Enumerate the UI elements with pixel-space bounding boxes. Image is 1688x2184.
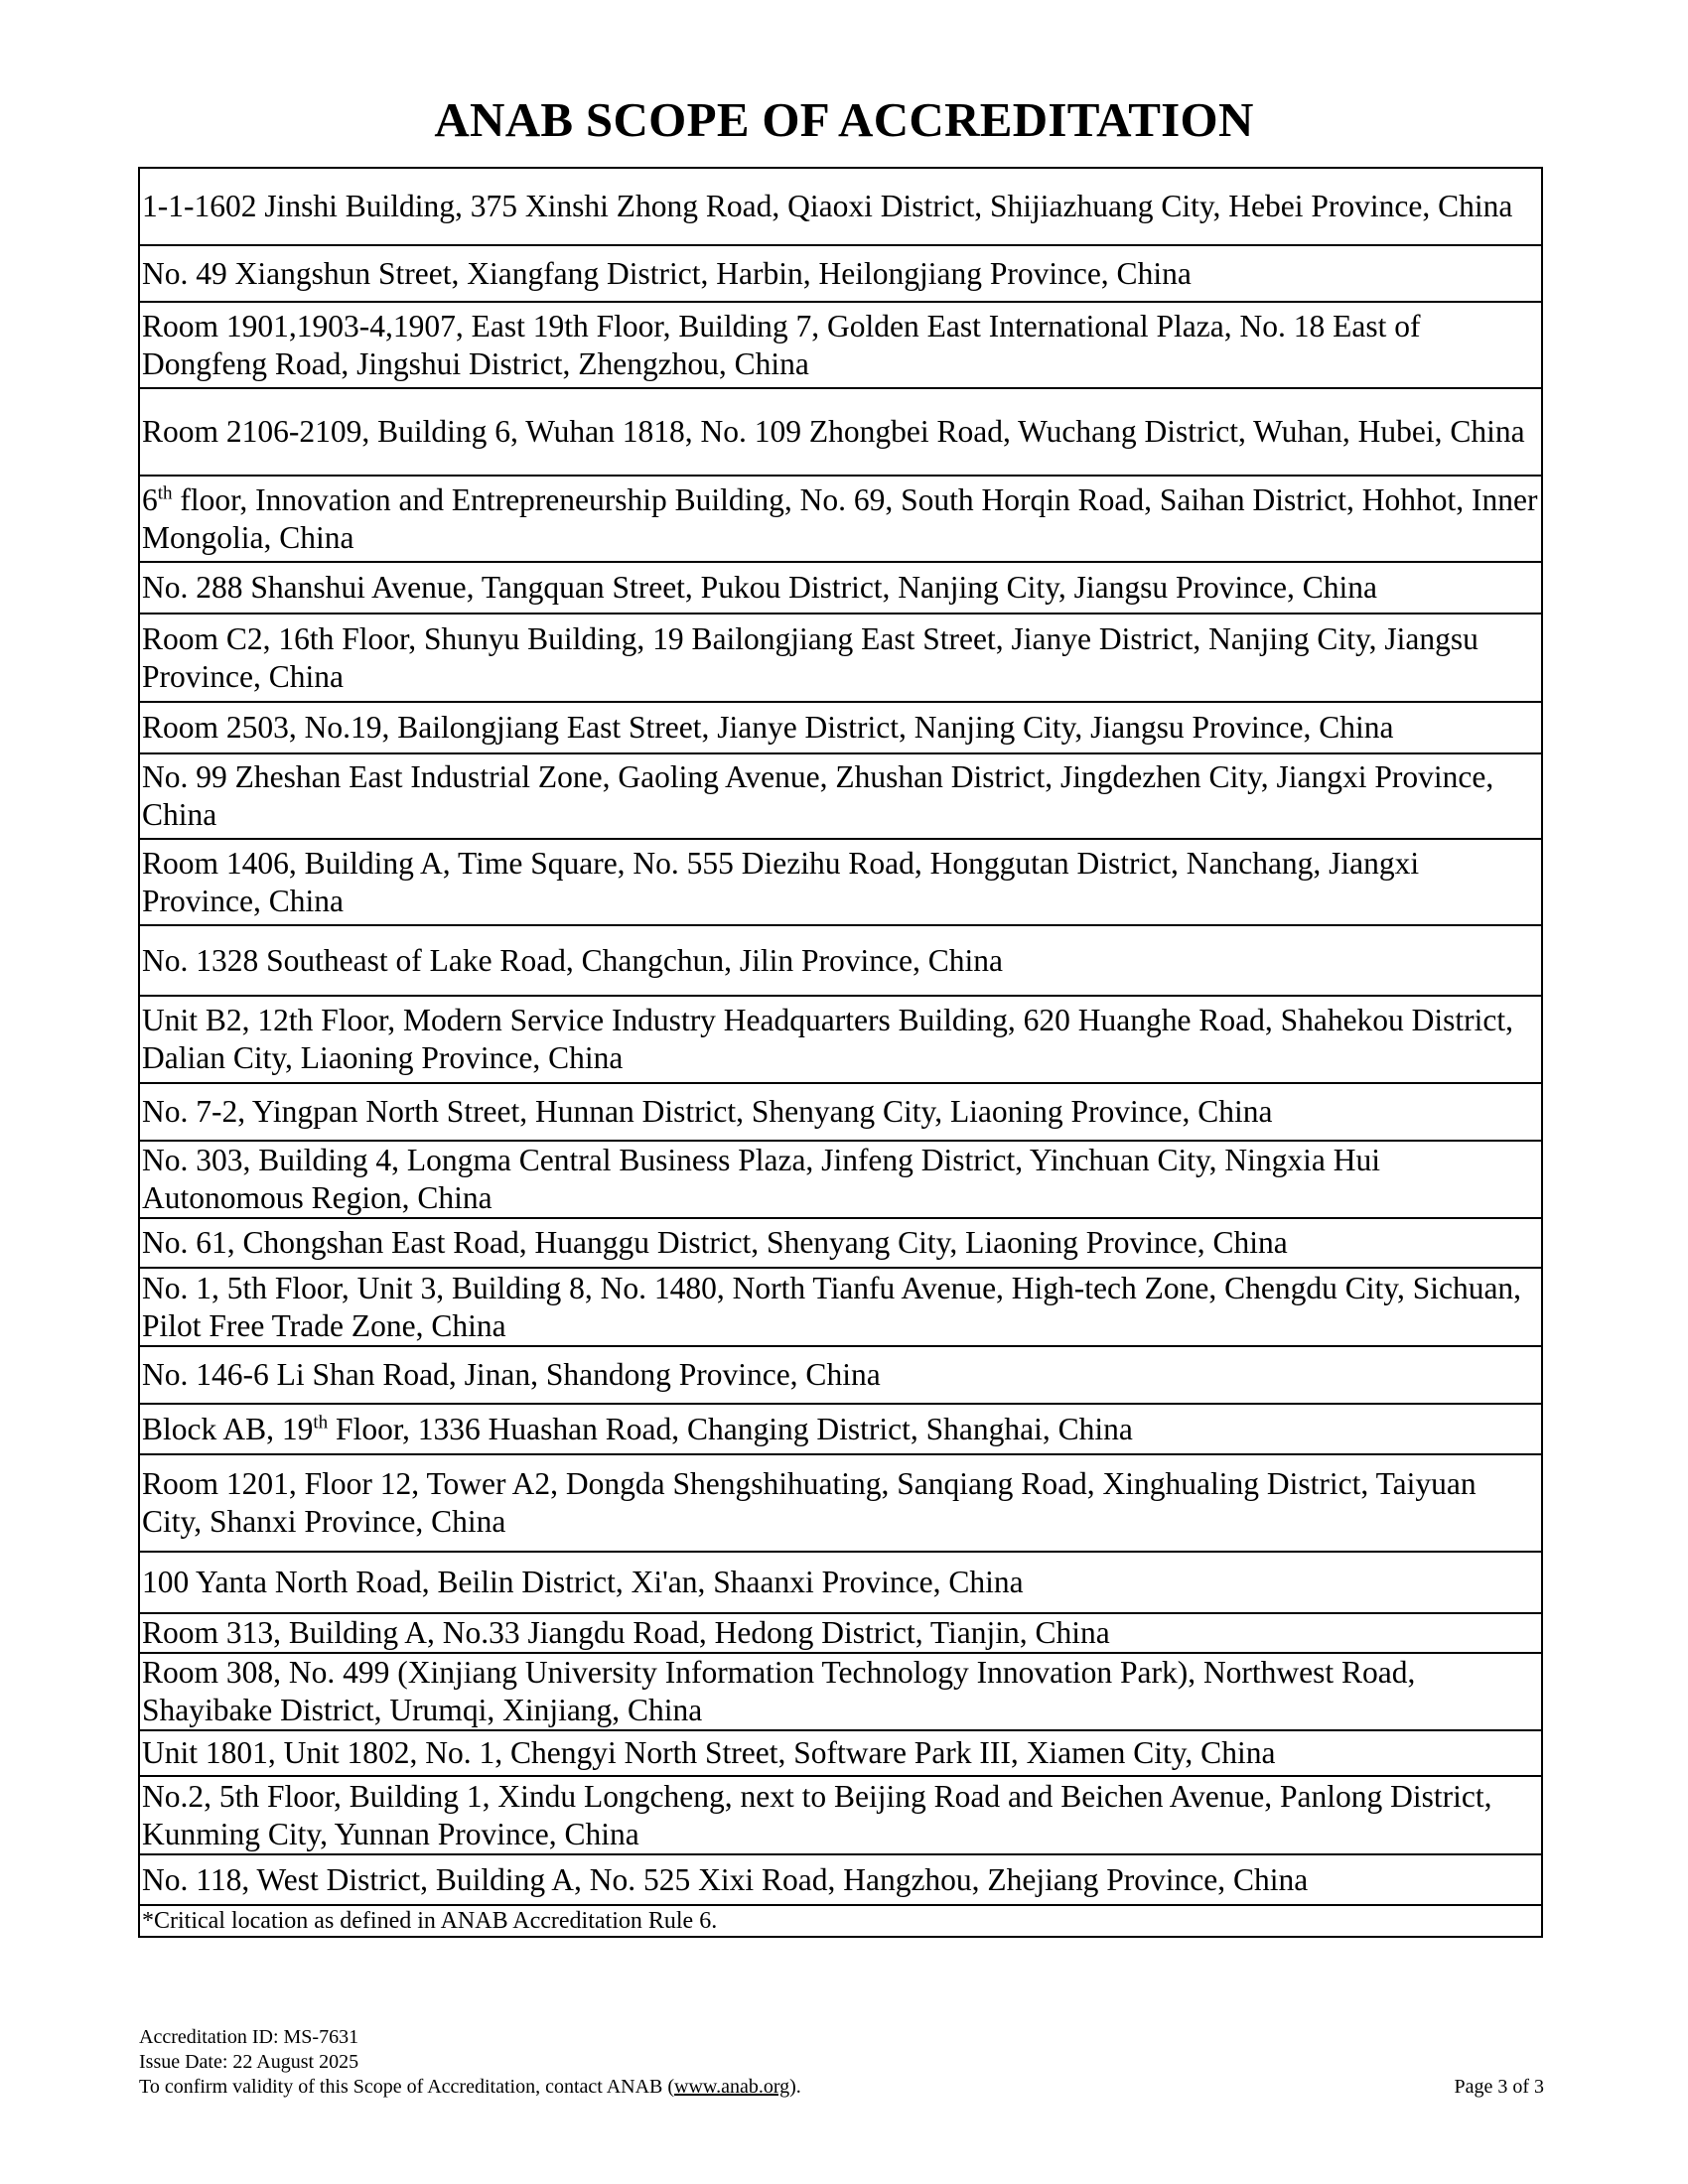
address-text: 6th floor, Innovation and Entrepreneursh…: [142, 481, 1539, 557]
address-text-part: Floor, 1336 Huashan Road, Changing Distr…: [328, 1411, 1133, 1446]
address-text-part: Unit 1801, Unit 1802, No. 1, Chengyi Nor…: [142, 1735, 1276, 1770]
address-row: Room 1201, Floor 12, Tower A2, Dongda Sh…: [140, 1455, 1541, 1553]
address-text: 1-1-1602 Jinshi Building, 375 Xinshi Zho…: [142, 188, 1512, 225]
address-text: Room 308, No. 499 (Xinjiang University I…: [142, 1654, 1539, 1729]
address-text-part: Unit B2, 12th Floor, Modern Service Indu…: [142, 1003, 1514, 1075]
address-text: No. 1328 Southeast of Lake Road, Changch…: [142, 942, 1003, 980]
address-text: No. 303, Building 4, Longma Central Busi…: [142, 1142, 1539, 1217]
address-text: Block AB, 19th Floor, 1336 Huashan Road,…: [142, 1411, 1133, 1448]
address-text-part: No. 49 Xiangshun Street, Xiangfang Distr…: [142, 255, 1192, 291]
address-text-part: Room C2, 16th Floor, Shunyu Building, 19…: [142, 620, 1478, 694]
address-text-part: No. 118, West District, Building A, No. …: [142, 1861, 1309, 1897]
page-title: ANAB SCOPE OF ACCREDITATION: [434, 92, 1254, 147]
address-text: Room 2106-2109, Building 6, Wuhan 1818, …: [142, 413, 1525, 451]
address-row: No. 146-6 Li Shan Road, Jinan, Shandong …: [140, 1347, 1541, 1405]
anab-link[interactable]: www.anab.org: [674, 2076, 790, 2098]
address-text: No.2, 5th Floor, Building 1, Xindu Longc…: [142, 1778, 1539, 1853]
address-text-part: 1-1-1602 Jinshi Building, 375 Xinshi Zho…: [142, 189, 1513, 223]
address-text: Room 1406, Building A, Time Square, No. …: [142, 845, 1539, 920]
address-text-part: No.2, 5th Floor, Building 1, Xindu Longc…: [142, 1778, 1492, 1851]
address-row: Room 2503, No.19, Bailongjiang East Stre…: [140, 703, 1541, 754]
address-row: 100 Yanta North Road, Beilin District, X…: [140, 1553, 1541, 1614]
address-text-part: floor, Innovation and Entrepreneurship B…: [142, 481, 1538, 555]
accreditation-id: Accreditation ID: MS-7631: [139, 2026, 359, 2048]
address-row: 1-1-1602 Jinshi Building, 375 Xinshi Zho…: [140, 169, 1541, 246]
address-text-part: 6: [142, 481, 158, 517]
address-text-part: No. 1, 5th Floor, Unit 3, Building 8, No…: [142, 1270, 1522, 1343]
critical-location-note: *Critical location as defined in ANAB Ac…: [142, 1908, 718, 1934]
address-text-part: Room 1406, Building A, Time Square, No. …: [142, 845, 1420, 918]
issue-date: Issue Date: 22 August 2025: [139, 2051, 359, 2073]
address-text-part: Room 308, No. 499 (Xinjiang University I…: [142, 1655, 1416, 1727]
ordinal-superscript: th: [313, 1412, 329, 1433]
address-text-part: Room 2106-2109, Building 6, Wuhan 1818, …: [142, 414, 1525, 449]
address-table: 1-1-1602 Jinshi Building, 375 Xinshi Zho…: [138, 167, 1543, 1938]
confirm-text-suffix: ).: [789, 2076, 801, 2098]
address-text-part: 100 Yanta North Road, Beilin District, X…: [142, 1565, 1024, 1599]
address-row: No. 288 Shanshui Avenue, Tangquan Street…: [140, 563, 1541, 614]
confirm-text-prefix: To confirm validity of this Scope of Acc…: [139, 2076, 675, 2098]
address-text: No. 288 Shanshui Avenue, Tangquan Street…: [142, 569, 1377, 607]
address-row: No. 49 Xiangshun Street, Xiangfang Distr…: [140, 246, 1541, 303]
address-text: No. 118, West District, Building A, No. …: [142, 1861, 1308, 1899]
address-row: Room C2, 16th Floor, Shunyu Building, 19…: [140, 614, 1541, 703]
address-row: No. 1328 Southeast of Lake Road, Changch…: [140, 926, 1541, 997]
address-text-part: No. 7-2, Yingpan North Street, Hunnan Di…: [142, 1094, 1273, 1129]
address-text: Room 1901,1903-4,1907, East 19th Floor, …: [142, 308, 1539, 383]
address-row: 6th floor, Innovation and Entrepreneursh…: [140, 477, 1541, 563]
address-text-part: No. 288 Shanshui Avenue, Tangquan Street…: [142, 570, 1377, 605]
address-text-part: No. 146-6 Li Shan Road, Jinan, Shandong …: [142, 1357, 881, 1392]
address-row: Room 1406, Building A, Time Square, No. …: [140, 840, 1541, 926]
address-row: No. 1, 5th Floor, Unit 3, Building 8, No…: [140, 1269, 1541, 1347]
address-row: No. 61, Chongshan East Road, Huanggu Dis…: [140, 1219, 1541, 1269]
address-row: Unit 1801, Unit 1802, No. 1, Chengyi Nor…: [140, 1731, 1541, 1777]
address-row: No. 99 Zheshan East Industrial Zone, Gao…: [140, 754, 1541, 840]
address-text-part: Room 313, Building A, No.33 Jiangdu Road…: [142, 1615, 1110, 1650]
address-text-part: Room 2503, No.19, Bailongjiang East Stre…: [142, 710, 1394, 745]
address-row: Room 2106-2109, Building 6, Wuhan 1818, …: [140, 389, 1541, 477]
address-text: 100 Yanta North Road, Beilin District, X…: [142, 1564, 1024, 1601]
address-row: No. 7-2, Yingpan North Street, Hunnan Di…: [140, 1084, 1541, 1142]
address-text: No. 146-6 Li Shan Road, Jinan, Shandong …: [142, 1356, 881, 1394]
address-row: Room 308, No. 499 (Xinjiang University I…: [140, 1654, 1541, 1731]
address-text-part: No. 1328 Southeast of Lake Road, Changch…: [142, 942, 1004, 978]
address-text: Room C2, 16th Floor, Shunyu Building, 19…: [142, 620, 1539, 696]
address-text: Room 1201, Floor 12, Tower A2, Dongda Sh…: [142, 1465, 1539, 1541]
address-text-part: No. 303, Building 4, Longma Central Busi…: [142, 1143, 1381, 1215]
address-row: Block AB, 19th Floor, 1336 Huashan Road,…: [140, 1405, 1541, 1455]
address-text-part: Room 1901,1903-4,1907, East 19th Floor, …: [142, 308, 1421, 381]
address-text-part: No. 61, Chongshan East Road, Huanggu Dis…: [142, 1225, 1288, 1260]
address-text: Room 2503, No.19, Bailongjiang East Stre…: [142, 709, 1393, 747]
address-row: Room 1901,1903-4,1907, East 19th Floor, …: [140, 303, 1541, 389]
confirm-text: To confirm validity of this Scope of Acc…: [139, 2075, 1544, 2100]
address-text: Unit B2, 12th Floor, Modern Service Indu…: [142, 1002, 1539, 1077]
address-text: No. 99 Zheshan East Industrial Zone, Gao…: [142, 758, 1539, 834]
address-text: No. 7-2, Yingpan North Street, Hunnan Di…: [142, 1093, 1273, 1131]
address-text-part: No. 99 Zheshan East Industrial Zone, Gao…: [142, 759, 1494, 832]
address-text: Room 313, Building A, No.33 Jiangdu Road…: [142, 1614, 1110, 1652]
address-text-part: Room 1201, Floor 12, Tower A2, Dongda Sh…: [142, 1466, 1477, 1539]
page-number: Page 3 of 3: [1454, 2076, 1544, 2098]
address-text-part: Block AB, 19: [142, 1411, 314, 1446]
address-text: No. 49 Xiangshun Street, Xiangfang Distr…: [142, 255, 1192, 293]
address-row: No.2, 5th Floor, Building 1, Xindu Longc…: [140, 1777, 1541, 1855]
ordinal-superscript: th: [157, 482, 173, 503]
address-row: Unit B2, 12th Floor, Modern Service Indu…: [140, 997, 1541, 1084]
address-row: No. 303, Building 4, Longma Central Busi…: [140, 1142, 1541, 1219]
address-text: No. 61, Chongshan East Road, Huanggu Dis…: [142, 1224, 1288, 1262]
footer: Accreditation ID: MS-7631 Issue Date: 22…: [139, 2025, 1544, 2100]
address-text: No. 1, 5th Floor, Unit 3, Building 8, No…: [142, 1270, 1539, 1345]
address-row: Room 313, Building A, No.33 Jiangdu Road…: [140, 1614, 1541, 1654]
address-text: Unit 1801, Unit 1802, No. 1, Chengyi Nor…: [142, 1734, 1275, 1772]
address-row: No. 118, West District, Building A, No. …: [140, 1855, 1541, 1906]
